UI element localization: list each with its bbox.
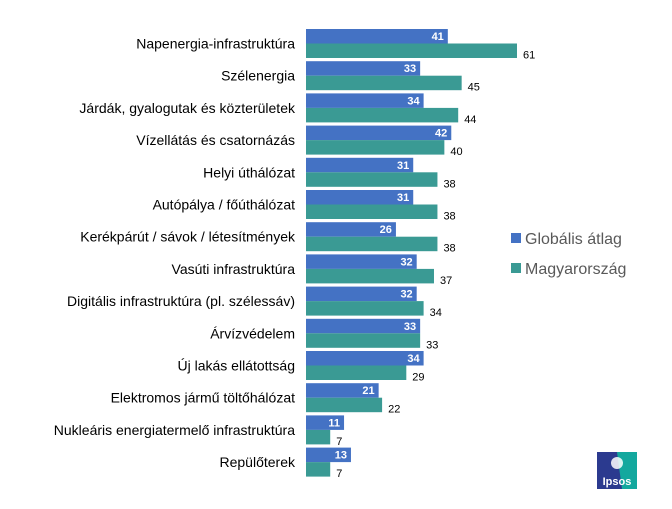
bar-hungary: [306, 365, 407, 380]
value-label-global: 41: [432, 31, 444, 43]
bar-hungary: [306, 107, 459, 123]
bar-global: [306, 29, 448, 44]
legend-label: Magyarország: [525, 261, 626, 278]
category-label: Vasúti infrastruktúra: [172, 261, 296, 277]
value-label-global: 32: [400, 256, 412, 268]
bar-hungary: [306, 397, 383, 413]
bar-global: [306, 415, 345, 430]
bar-hungary: [306, 268, 434, 284]
value-label-hungary: 45: [468, 82, 480, 94]
value-label-hungary: 22: [388, 404, 400, 416]
value-label-global: 11: [328, 417, 340, 429]
bar-hungary: [306, 75, 462, 91]
bar-global: [306, 318, 421, 334]
category-label: Szélenergia: [221, 68, 295, 84]
value-label-hungary: 44: [464, 114, 476, 126]
category-label: Elektromos jármű töltőhálózat: [111, 390, 296, 406]
value-label-hungary: 7: [336, 468, 342, 480]
bar-hungary: [306, 43, 517, 58]
ipsos-logo-icon: [611, 457, 623, 469]
value-label-hungary: 61: [523, 50, 535, 62]
value-label-hungary: 38: [443, 243, 455, 255]
value-label-global: 34: [407, 353, 420, 365]
value-label-hungary: 38: [443, 211, 455, 223]
bar-hungary: [306, 236, 438, 252]
bar-hungary: [306, 140, 445, 155]
category-label: Repülőterek: [220, 454, 296, 470]
bar-global: [306, 383, 379, 398]
bar-hungary: [306, 204, 438, 219]
ipsos-logo-text: Ipsos: [603, 476, 632, 488]
value-label-hungary: 37: [440, 275, 452, 287]
value-label-global: 42: [435, 128, 447, 140]
category-label: Helyi úthálózat: [203, 164, 295, 180]
bar-global: [306, 222, 396, 237]
value-label-hungary: 7: [336, 436, 342, 448]
value-label-global: 26: [380, 224, 392, 236]
legend-label: Globális átlag: [525, 231, 622, 248]
value-label-hungary: 34: [430, 307, 442, 319]
category-label: Digitális infrastruktúra (pl. szélessáv): [67, 293, 295, 309]
category-label: Napenergia-infrastruktúra: [136, 36, 295, 52]
bar-global: [306, 125, 452, 141]
category-label: Kerékpárút / sávok / létesítmények: [80, 229, 296, 245]
value-label-global: 32: [400, 289, 412, 301]
bar-global: [306, 190, 414, 205]
value-label-hungary: 33: [426, 339, 438, 351]
value-label-hungary: 29: [412, 372, 424, 384]
value-label-global: 21: [362, 385, 374, 397]
value-label-global: 34: [407, 95, 420, 107]
legend-swatch: [511, 233, 521, 243]
category-label: Vízellátás és csatornázás: [136, 132, 295, 148]
value-label-hungary: 38: [443, 178, 455, 190]
bar-global: [306, 254, 417, 269]
bar-global: [306, 157, 414, 173]
bar-global: [306, 61, 421, 76]
bar-global: [306, 286, 417, 302]
bar-hungary: [306, 429, 331, 445]
category-label: Nukleáris energiatermelő infrastruktúra: [54, 422, 295, 438]
value-label-hungary: 40: [450, 146, 462, 158]
bar-hungary: [306, 172, 438, 187]
category-label: Járdák, gyalogutak és közterületek: [79, 100, 296, 116]
value-label-global: 31: [397, 160, 409, 172]
category-label: Új lakás ellátottság: [177, 358, 295, 374]
value-label-global: 33: [404, 321, 416, 333]
bar-hungary: [306, 462, 331, 477]
bar-hungary: [306, 301, 424, 316]
category-label: Autópálya / főúthálózat: [153, 197, 296, 213]
legend-swatch: [511, 263, 521, 273]
value-label-global: 31: [397, 192, 409, 204]
value-label-global: 33: [404, 63, 416, 75]
bar-hungary: [306, 333, 421, 348]
bar-global: [306, 351, 424, 366]
bar-global: [306, 447, 351, 463]
value-label-global: 13: [335, 450, 347, 462]
category-label: Árvízvédelem: [210, 325, 295, 341]
bar-global: [306, 93, 424, 108]
